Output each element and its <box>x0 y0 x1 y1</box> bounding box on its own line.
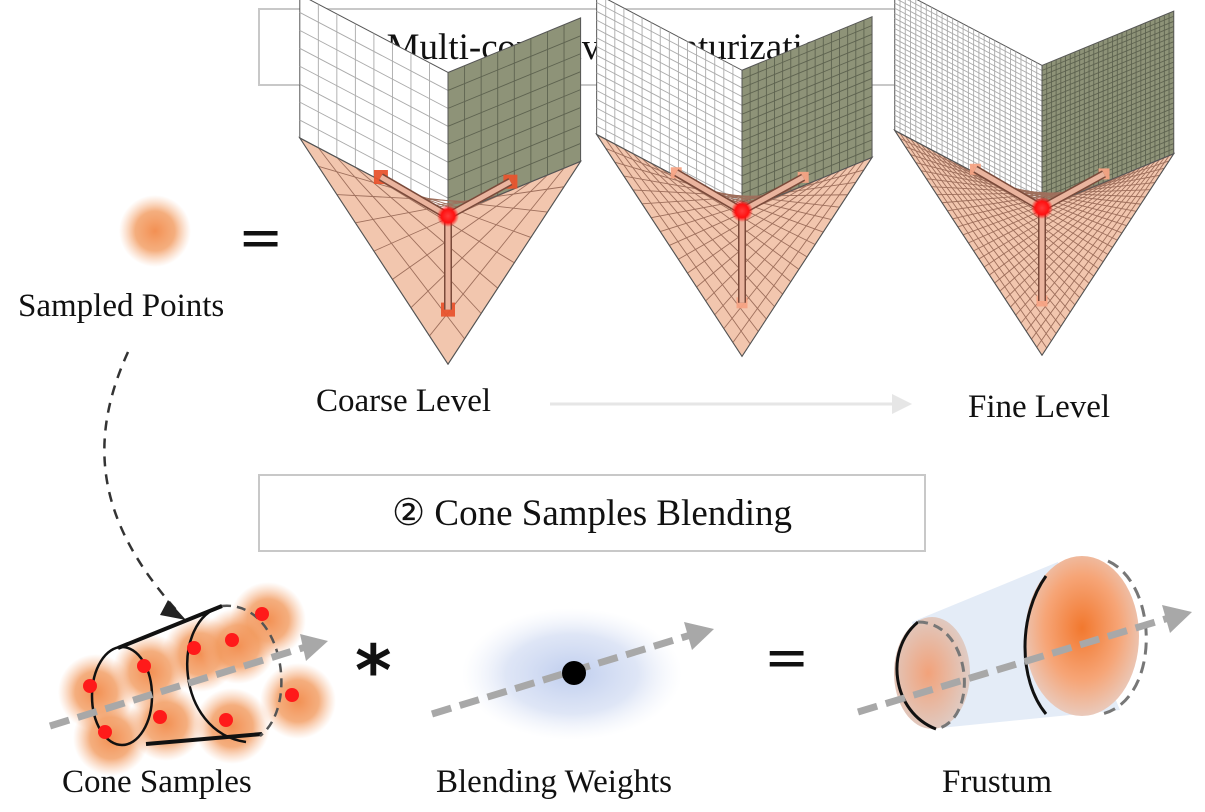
equals-sign-bottom: = <box>764 626 810 689</box>
grid-cube-fine <box>893 0 1176 357</box>
blending-weights-label: Blending Weights <box>436 764 672 800</box>
convolution-symbol: * <box>355 630 392 712</box>
cone-sample-point <box>98 725 112 739</box>
dashed-curve-arrow <box>103 351 179 613</box>
grid-cubes <box>298 0 1176 366</box>
blending-center-point <box>562 661 586 685</box>
cone-sample-point <box>83 679 97 693</box>
cone-sample-point <box>219 713 233 727</box>
cone-sample-point <box>255 607 269 621</box>
cone-sample-point <box>187 641 201 655</box>
frustum-far-disk <box>1025 556 1139 716</box>
grid-cube-medium <box>595 0 874 358</box>
cone-sample-point <box>137 659 151 673</box>
blending-title-box: ② Cone Samples Blending <box>258 474 926 552</box>
fine-level-label: Fine Level <box>968 389 1111 425</box>
dashed-curve-arrowhead <box>160 600 186 620</box>
coarse-to-fine-arrowhead <box>892 394 912 414</box>
cone-sample-point <box>153 710 167 724</box>
equals-sign-top: = <box>238 206 284 269</box>
coarse-level-label: Coarse Level <box>316 383 492 419</box>
cone-samples-figure <box>48 582 336 776</box>
blending-title: ② Cone Samples Blending <box>391 493 793 534</box>
frustum-near-disk <box>894 617 970 729</box>
frustum-label: Frustum <box>942 764 1053 800</box>
cone-sample-point <box>225 633 239 647</box>
cone-sample-point <box>285 688 299 702</box>
grid-cube-coarse <box>298 0 582 366</box>
cone-samples-label: Cone Samples <box>62 764 252 800</box>
sampled-point-blob <box>119 195 191 267</box>
sampled-points-label: Sampled Points <box>18 288 225 324</box>
blending-weights-figure <box>430 608 714 740</box>
frustum-figure <box>856 556 1192 731</box>
